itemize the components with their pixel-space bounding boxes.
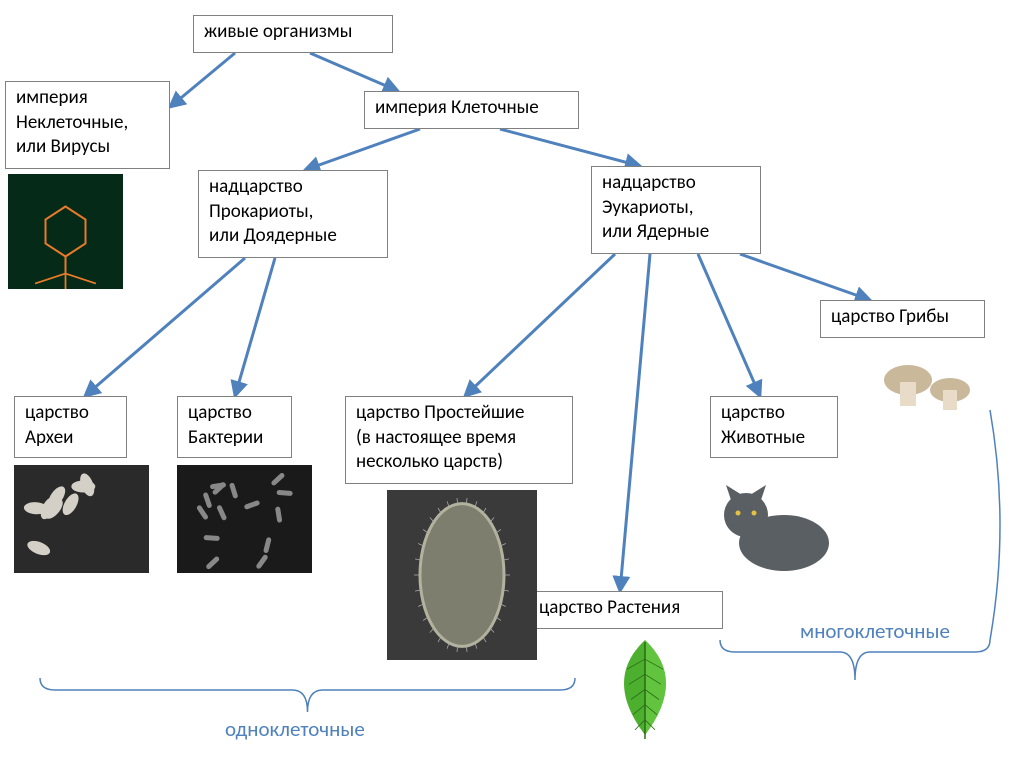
edge-root-noncellular bbox=[170, 53, 235, 107]
node-root: живые организмы bbox=[193, 15, 393, 53]
brace-label-0: одноклеточные bbox=[225, 716, 365, 742]
image-leaf_img bbox=[590, 632, 700, 747]
edge-eukaryotes-fungi bbox=[740, 254, 870, 300]
node-bacteria: царствоБактерии bbox=[177, 396, 292, 458]
edge-eukaryotes-protists bbox=[465, 254, 615, 396]
edge-cellular-prokaryotes bbox=[305, 129, 420, 170]
node-eukaryotes: надцарствоЭукариоты,или Ядерные bbox=[591, 166, 761, 254]
node-noncellular: империяНеклеточные,или Вирусы bbox=[5, 81, 170, 169]
brace-label-1: многоклеточные bbox=[800, 618, 950, 644]
brace-0 bbox=[40, 678, 575, 712]
image-virus bbox=[8, 174, 123, 289]
edge-eukaryotes-plants bbox=[620, 254, 650, 591]
image-archaea_img bbox=[14, 465, 149, 573]
image-protist_img bbox=[387, 490, 537, 660]
node-plants: царство Растения bbox=[528, 591, 723, 629]
node-protists: царство Простейшие(в настоящее времянеск… bbox=[345, 396, 573, 484]
edge-prokaryotes-bacteria bbox=[235, 258, 275, 396]
edge-eukaryotes-animals bbox=[698, 254, 760, 396]
brace-1 bbox=[720, 640, 990, 680]
edge-root-cellular bbox=[310, 53, 398, 91]
edge-cellular-eukaryotes bbox=[500, 129, 640, 166]
node-prokaryotes: надцарствоПрокариоты,или Доядерные bbox=[198, 170, 388, 258]
node-archaea: царствоАрхеи bbox=[14, 396, 127, 458]
image-bacteria_img bbox=[177, 465, 312, 573]
node-fungi: царство Грибы bbox=[820, 300, 985, 338]
image-cat_img bbox=[695, 465, 853, 585]
node-animals: царствоЖивотные bbox=[710, 396, 838, 458]
image-mushroom_img bbox=[868, 342, 988, 430]
node-cellular: империя Клеточные bbox=[364, 91, 579, 129]
